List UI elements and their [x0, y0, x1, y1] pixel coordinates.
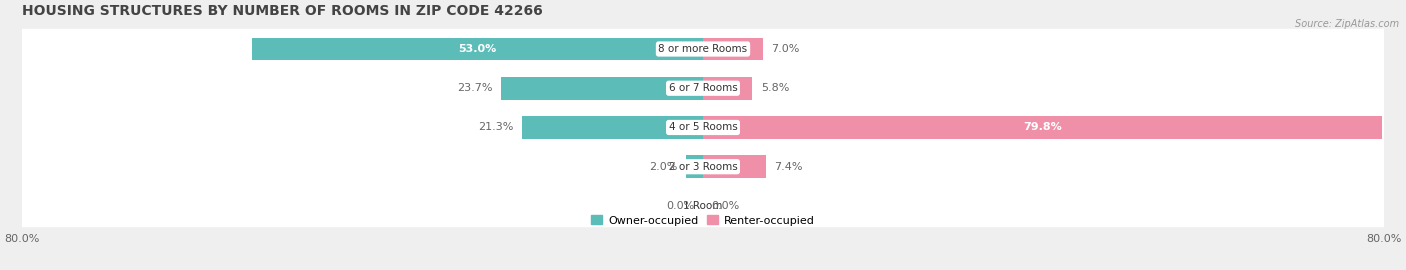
Bar	[22, 147, 1384, 186]
Bar	[501, 77, 703, 100]
Text: 4 or 5 Rooms: 4 or 5 Rooms	[669, 123, 737, 133]
Text: 6 or 7 Rooms: 6 or 7 Rooms	[669, 83, 737, 93]
Bar	[703, 116, 1382, 139]
Bar	[22, 29, 1384, 69]
Bar	[22, 69, 1384, 108]
Text: HOUSING STRUCTURES BY NUMBER OF ROOMS IN ZIP CODE 42266: HOUSING STRUCTURES BY NUMBER OF ROOMS IN…	[22, 4, 543, 18]
Bar	[703, 77, 752, 100]
Text: 0.0%: 0.0%	[711, 201, 740, 211]
Legend: Owner-occupied, Renter-occupied: Owner-occupied, Renter-occupied	[586, 211, 820, 230]
Text: Source: ZipAtlas.com: Source: ZipAtlas.com	[1295, 19, 1399, 29]
Text: 53.0%: 53.0%	[458, 44, 496, 54]
Bar	[703, 38, 762, 60]
Bar	[252, 38, 703, 60]
Bar	[686, 155, 703, 178]
Text: 7.4%: 7.4%	[775, 162, 803, 172]
Text: 5.8%: 5.8%	[761, 83, 789, 93]
Bar	[703, 155, 766, 178]
Text: 0.0%: 0.0%	[666, 201, 695, 211]
Text: 79.8%: 79.8%	[1024, 123, 1062, 133]
Text: 2 or 3 Rooms: 2 or 3 Rooms	[669, 162, 737, 172]
Text: 2.0%: 2.0%	[650, 162, 678, 172]
Text: 7.0%: 7.0%	[770, 44, 800, 54]
Bar	[22, 186, 1384, 225]
Text: 23.7%: 23.7%	[457, 83, 492, 93]
Text: 8 or more Rooms: 8 or more Rooms	[658, 44, 748, 54]
Bar	[22, 108, 1384, 147]
Text: 1 Room: 1 Room	[683, 201, 723, 211]
Bar	[522, 116, 703, 139]
Text: 21.3%: 21.3%	[478, 123, 513, 133]
